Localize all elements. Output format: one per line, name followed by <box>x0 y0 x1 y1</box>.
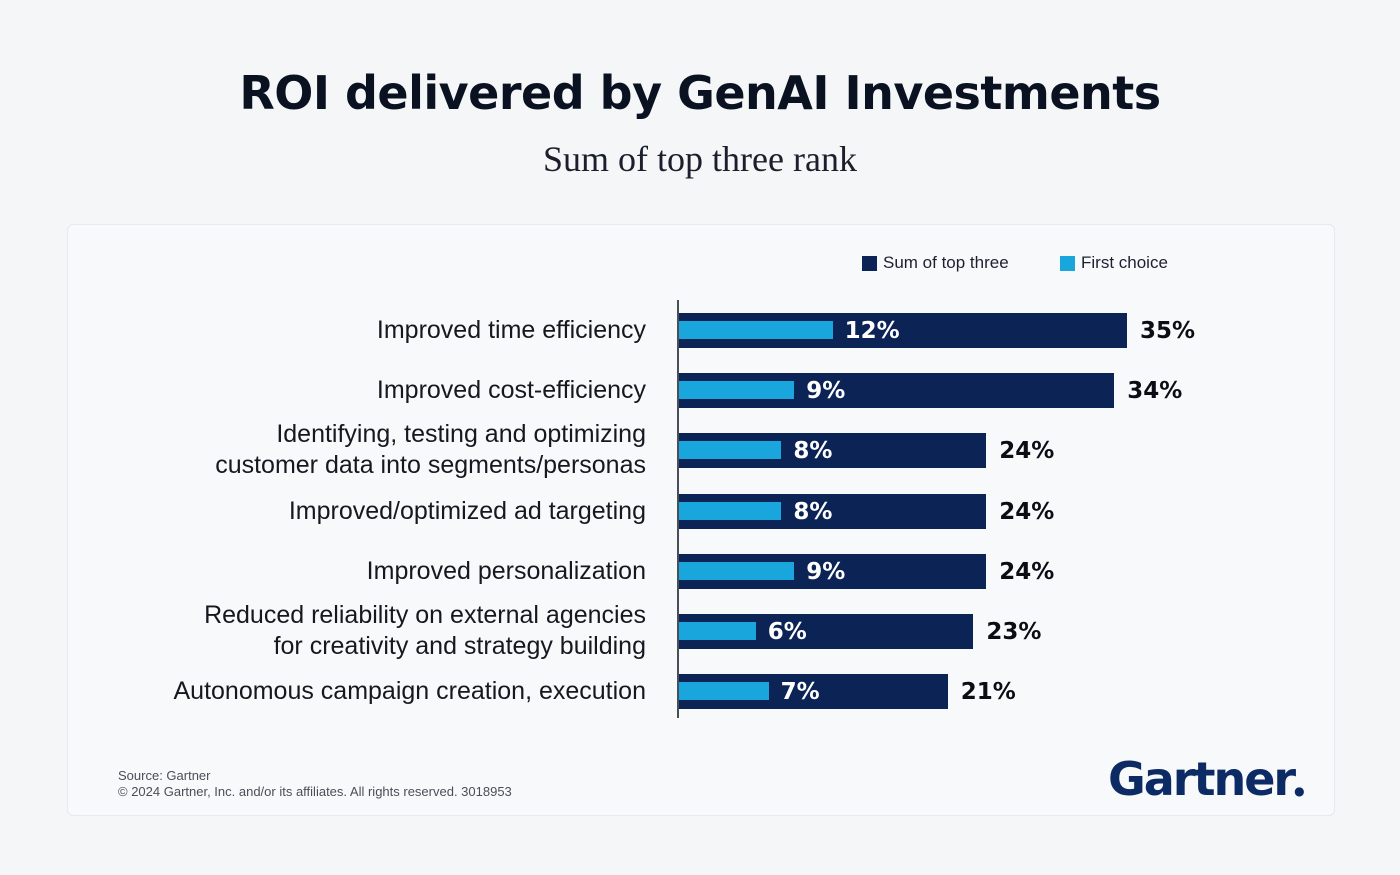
category-label: Improved/optimized ad targeting <box>288 496 646 525</box>
copyright-note: © 2024 Gartner, Inc. and/or its affiliat… <box>118 784 512 799</box>
data-label-first-choice: 7% <box>780 679 820 705</box>
legend-label-first: First choice <box>1081 253 1168 272</box>
bar-first-choice <box>679 502 782 520</box>
data-label-first-choice: 12% <box>844 318 900 344</box>
data-label-sum-of-top-three: 34% <box>1127 378 1183 404</box>
data-label-first-choice: 8% <box>793 499 833 525</box>
legend-item-first: First choice <box>1060 253 1168 273</box>
category-label: Improved personalization <box>366 556 646 585</box>
bar-first-choice <box>679 622 756 640</box>
chart-title: ROI delivered by GenAI Investments <box>239 66 1161 120</box>
bar-first-choice <box>679 562 795 580</box>
chart-subtitle: Sum of top three rank <box>543 139 857 179</box>
bar-first-choice <box>679 441 782 459</box>
logo-text: Gartner <box>1108 752 1296 806</box>
gartner-logo: Gartner● <box>1108 752 1305 806</box>
data-label-first-choice: 9% <box>806 378 846 404</box>
category-label: Improved time efficiency <box>376 315 646 344</box>
data-label-first-choice: 6% <box>767 619 807 645</box>
data-label-sum-of-top-three: 21% <box>960 679 1016 705</box>
category-label: Autonomous campaign creation, execution <box>173 676 646 705</box>
bar-first-choice <box>679 682 769 700</box>
category-label: Identifying, testing and optimizing cust… <box>215 420 646 479</box>
data-label-first-choice: 8% <box>793 438 833 464</box>
legend-swatch-first <box>1060 255 1075 271</box>
legend-item-sum: Sum of top three <box>862 253 1009 273</box>
data-label-sum-of-top-three: 35% <box>1140 318 1196 344</box>
source-note: Source: Gartner <box>118 768 211 783</box>
data-label-first-choice: 9% <box>806 559 846 585</box>
bar-first-choice <box>679 381 795 399</box>
category-label: Improved cost-efficiency <box>376 375 646 404</box>
bar-first-choice <box>679 321 833 339</box>
category-label: Reduced reliability on external agencies… <box>204 601 646 660</box>
data-label-sum-of-top-three: 24% <box>999 559 1055 585</box>
data-label-sum-of-top-three: 24% <box>999 438 1055 464</box>
category-axis-line <box>677 300 679 718</box>
data-label-sum-of-top-three: 24% <box>999 499 1055 525</box>
legend-swatch-sum <box>862 255 877 271</box>
data-label-sum-of-top-three: 23% <box>986 619 1042 645</box>
legend-label-sum: Sum of top three <box>883 253 1009 272</box>
